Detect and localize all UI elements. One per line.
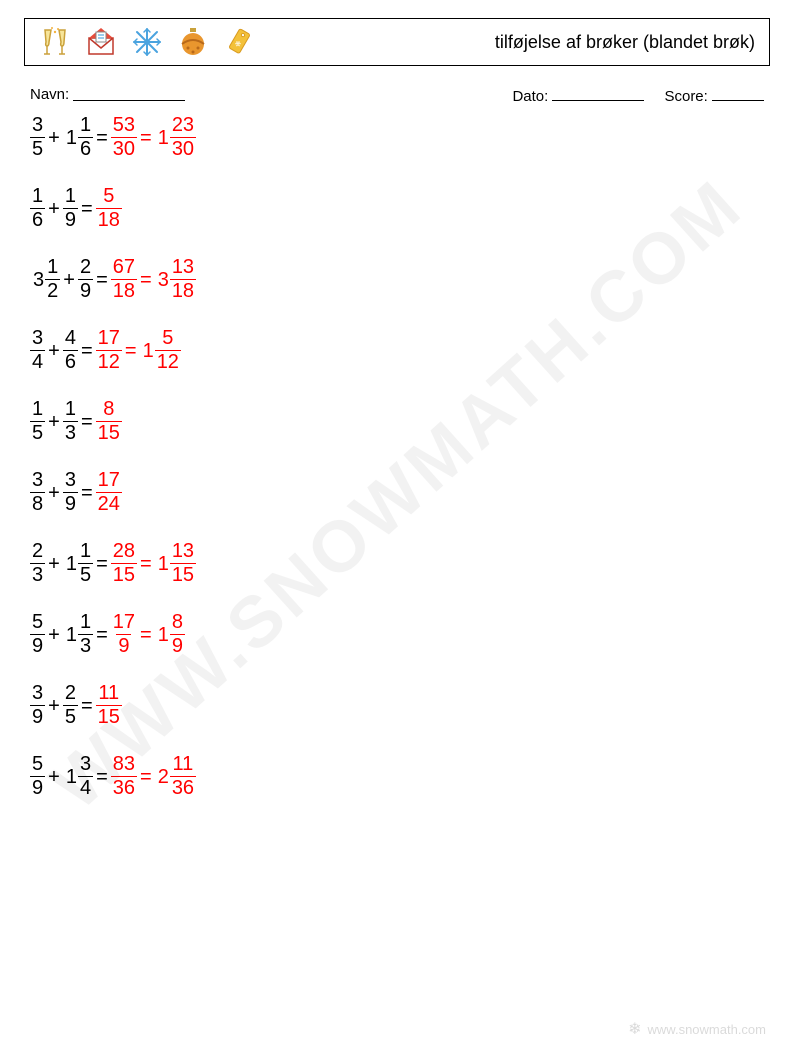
date-label: Dato: [512, 88, 548, 105]
envelope-icon [85, 26, 117, 58]
date-blank [552, 86, 644, 101]
glasses-icon [39, 26, 71, 58]
problem-row: 39+25=1115 [30, 683, 770, 728]
header-box: ❄ tilføjelse af brøker (blandet brøk) [24, 18, 770, 66]
problem-row: 16+19=518 [30, 186, 770, 231]
page-title: tilføjelse af brøker (blandet brøk) [495, 32, 755, 53]
meta-row: Navn: Dato: Score: [30, 86, 764, 105]
problem-row: 34+46=1712=1512 [30, 328, 770, 373]
name-label: Navn: [30, 86, 69, 105]
problem-row: 38+39=1724 [30, 470, 770, 515]
name-blank [73, 86, 185, 101]
footer: ❄ www.snowmath.com [628, 1019, 766, 1039]
score-label: Score: [664, 88, 707, 105]
tag-icon: ❄ [223, 26, 255, 58]
problem-row: 59+113=179=189 [30, 612, 770, 657]
bauble-icon [177, 26, 209, 58]
problem-row: 35+116=5330=12330 [30, 115, 770, 160]
snowflake-icon: ❄ [628, 1019, 641, 1039]
score-blank [712, 86, 764, 101]
header-icons: ❄ [39, 26, 255, 58]
problem-row: 312+29=6718=31318 [30, 257, 770, 302]
problem-row: 15+13=815 [30, 399, 770, 444]
problem-row: 23+115=2815=11315 [30, 541, 770, 586]
snowflake-icon [131, 26, 163, 58]
problem-row: 59+134=8336=21136 [30, 754, 770, 799]
problems-list: 35+116=5330=12330 16+19=518 312+29=6718=31… [30, 115, 770, 799]
footer-text: www.snowmath.com [648, 1022, 766, 1037]
